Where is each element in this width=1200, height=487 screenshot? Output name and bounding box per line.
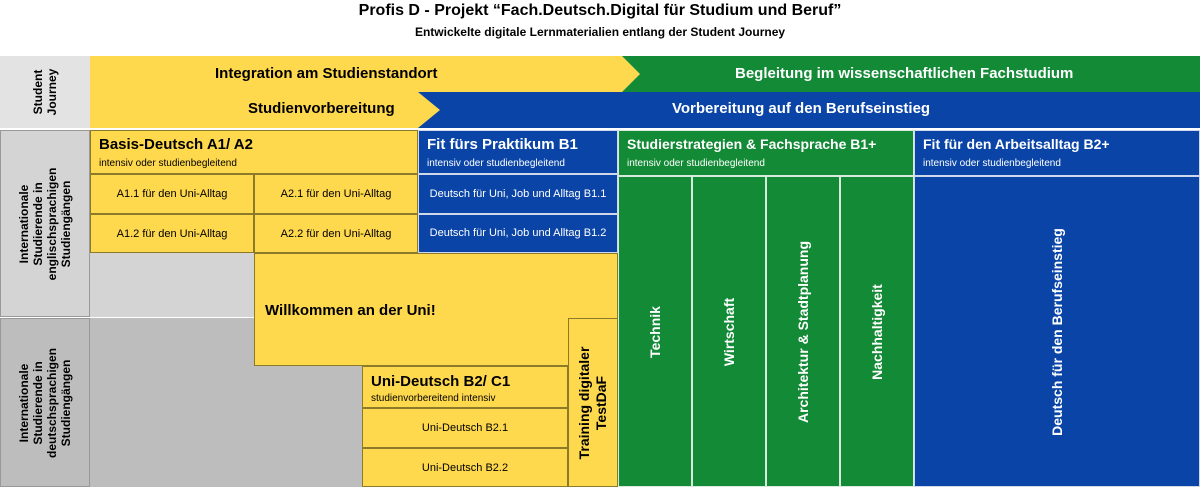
column-technik: Technik: [618, 176, 692, 487]
module-a11: A1.1 für den Uni-Alltag: [90, 174, 254, 214]
row-german-label: Internationale Studierende in deutschspr…: [17, 347, 73, 458]
band-studienvorbereitung-text: Studienvorbereitung: [248, 100, 395, 117]
arbeitsalltag-header: Fit für den Arbeitsalltag B2+ intensiv o…: [914, 130, 1200, 176]
column-nachhaltigkeit: Nachhaltigkeit: [840, 176, 914, 487]
row-german-label-box: Internationale Studierende in deutschspr…: [0, 318, 90, 487]
module-a22: A2.2 für den Uni-Alltag: [254, 214, 418, 253]
praktikum-header: Fit fürs Praktikum B1 intensiv oder stud…: [418, 130, 618, 174]
column-berufseinstieg-text: Deutsch für den Berufseinstieg: [1049, 227, 1065, 436]
arbeitsalltag-title: Fit für den Arbeitsalltag B2+: [923, 136, 1110, 152]
module-a21: A2.1 für den Uni-Alltag: [254, 174, 418, 214]
page-subtitle: Entwickelte digitale Lernmaterialien ent…: [414, 25, 786, 39]
page-title: Profis D - Projekt “Fach.Deutsch.Digital…: [358, 2, 842, 19]
row-english-label: Internationale Studierende in englischsp…: [17, 167, 73, 280]
band-fachstudium-text: Begleitung im wissenschaftlichen Fachstu…: [735, 65, 1074, 82]
module-a12: A1.2 für den Uni-Alltag: [90, 214, 254, 253]
band-integration-text: Integration am Studienstandort: [215, 65, 438, 82]
column-nachhaltigkeit-text: Nachhaltigkeit: [869, 283, 885, 380]
column-wirtschaft-text: Wirtschaft: [721, 297, 737, 366]
willkommen-box: Willkommen an der Uni!: [254, 253, 618, 366]
band-berufseinstieg-text: Vorbereitung auf den Berufseinstieg: [672, 100, 931, 117]
module-b12: Deutsch für Uni, Job und Alltag B1.2: [418, 214, 618, 253]
student-journey-label-box: Student Journey: [0, 56, 90, 128]
column-architektur-text: Architektur & Stadtplanung: [795, 240, 811, 423]
strategien-header: Studierstrategien & Fachsprache B1+ inte…: [618, 130, 914, 176]
column-berufseinstieg: Deutsch für den Berufseinstieg: [914, 176, 1200, 487]
basis-deutsch-header: Basis-Deutsch A1/ A2 intensiv oder studi…: [90, 130, 418, 174]
band-fachstudium-arrow: [622, 56, 1200, 92]
band-integration-arrow: [90, 56, 640, 92]
row-english-label-box: Internationale Studierende in englischsp…: [0, 130, 90, 317]
column-wirtschaft: Wirtschaft: [692, 176, 766, 487]
praktikum-title: Fit fürs Praktikum B1: [427, 136, 578, 153]
english-row-background: [90, 253, 254, 317]
testdaf-text: Training digitaler TestDaF: [576, 346, 609, 459]
unideutsch-sub: studienvorbereitend intensiv: [371, 393, 496, 404]
column-architektur: Architektur & Stadtplanung: [766, 176, 840, 487]
module-b22: Uni-Deutsch B2.2: [362, 448, 568, 487]
willkommen-text: Willkommen an der Uni!: [265, 302, 436, 319]
unideutsch-header: Uni-Deutsch B2/ C1 studienvorbereitend i…: [362, 366, 568, 408]
testdaf-box: Training digitaler TestDaF: [568, 318, 618, 487]
band-studienvorbereitung-shape: [90, 92, 440, 128]
module-b21: Uni-Deutsch B2.1: [362, 408, 568, 448]
column-technik-text: Technik: [647, 305, 663, 358]
module-b11: Deutsch für Uni, Job und Alltag B1.1: [418, 174, 618, 214]
praktikum-sub: intensiv oder studienbegleitend: [427, 158, 565, 169]
basis-deutsch-sub: intensiv oder studienbegleitend: [99, 158, 237, 169]
arbeitsalltag-sub: intensiv oder studienbegleitend: [923, 158, 1061, 169]
band-berufseinstieg-arrow: [418, 92, 1200, 128]
unideutsch-title: Uni-Deutsch B2/ C1: [371, 373, 511, 390]
basis-deutsch-title: Basis-Deutsch A1/ A2: [99, 136, 253, 153]
strategien-title: Studierstrategien & Fachsprache B1+: [627, 136, 877, 152]
strategien-sub: intensiv oder studienbegleitend: [627, 158, 765, 169]
